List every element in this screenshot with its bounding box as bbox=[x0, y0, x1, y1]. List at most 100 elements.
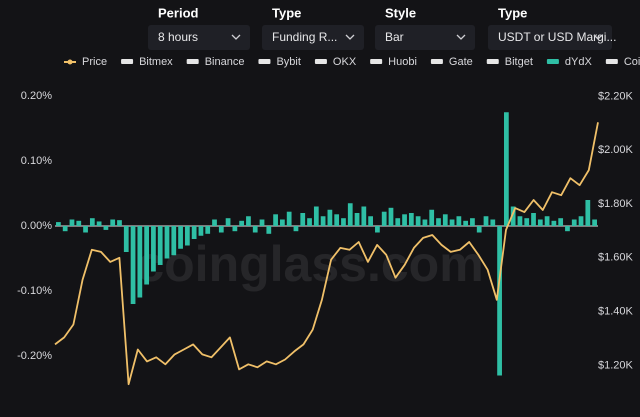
bar bbox=[56, 222, 61, 226]
bar bbox=[510, 206, 516, 226]
filter-dropdown[interactable]: Funding R... bbox=[262, 25, 364, 50]
y-tick-label: 0.00% bbox=[21, 220, 52, 232]
watermark: coinglass.com bbox=[136, 236, 483, 292]
chevron bbox=[456, 34, 466, 40]
dropdown-box bbox=[375, 25, 475, 50]
bar bbox=[164, 226, 170, 259]
chevron bbox=[593, 34, 603, 40]
legend-item[interactable]: OKX bbox=[314, 56, 357, 68]
y2-tick-label: $1.80K bbox=[598, 198, 634, 210]
bar bbox=[62, 226, 68, 232]
bar bbox=[184, 226, 190, 246]
chevron bbox=[345, 34, 355, 40]
bar bbox=[456, 216, 462, 226]
legend-item[interactable]: Bitmex bbox=[121, 56, 173, 68]
dropdown-value: Bar bbox=[385, 30, 404, 44]
bar bbox=[151, 226, 156, 272]
legend-swatch bbox=[314, 59, 327, 64]
bar bbox=[286, 211, 292, 226]
filter-label: Period bbox=[158, 5, 199, 20]
bar bbox=[592, 219, 597, 226]
bar bbox=[470, 218, 475, 226]
legend-label: Price bbox=[82, 56, 107, 68]
bar bbox=[503, 112, 509, 226]
bar bbox=[239, 220, 245, 226]
bar bbox=[110, 219, 116, 226]
price-line bbox=[54, 122, 599, 386]
bar bbox=[449, 219, 455, 226]
legend-item[interactable]: CoinEx bbox=[605, 56, 640, 68]
bar bbox=[273, 214, 278, 226]
bar bbox=[246, 216, 251, 226]
legend-item[interactable]: Huobi bbox=[370, 56, 417, 68]
bar bbox=[537, 219, 543, 226]
filter-bar: Period 8 hours Type Funding R... Style Bar Typ… bbox=[148, 5, 616, 50]
bar bbox=[307, 218, 312, 226]
bar bbox=[524, 218, 530, 226]
bar bbox=[96, 221, 102, 226]
bar bbox=[266, 226, 272, 234]
bar bbox=[517, 216, 523, 226]
bar bbox=[402, 214, 407, 226]
bar bbox=[429, 209, 435, 226]
legend: Price Bitmex Binance Bybit OKX Huobi Gate Bitge… bbox=[64, 56, 640, 68]
bar bbox=[544, 216, 550, 226]
legend-swatch bbox=[605, 59, 618, 64]
legend-label: Binance bbox=[205, 56, 245, 68]
y-tick-label: -0.20% bbox=[17, 350, 52, 362]
filter-dropdown[interactable]: USDT or USD Margi... bbox=[488, 25, 616, 50]
bar bbox=[212, 219, 217, 226]
bar bbox=[341, 218, 346, 226]
bar bbox=[334, 214, 340, 226]
legend-item[interactable]: Bitget bbox=[486, 56, 533, 68]
bar bbox=[218, 226, 224, 233]
bar bbox=[442, 214, 448, 226]
filter-dropdown[interactable]: Bar bbox=[375, 25, 475, 50]
legend-dot bbox=[67, 59, 73, 65]
legend-swatch bbox=[370, 59, 383, 64]
bar bbox=[395, 218, 401, 226]
filter-dropdown[interactable]: 8 hours bbox=[148, 25, 250, 50]
bar bbox=[205, 226, 211, 234]
chevron bbox=[231, 34, 241, 40]
legend-item[interactable]: Gate bbox=[430, 56, 473, 68]
bar bbox=[191, 226, 197, 239]
legend-swatch bbox=[121, 59, 134, 64]
bar bbox=[259, 219, 265, 226]
bar bbox=[388, 207, 394, 226]
legend-label: Bybit bbox=[276, 56, 300, 68]
bar bbox=[422, 219, 428, 226]
bar bbox=[225, 218, 231, 226]
bar bbox=[89, 218, 95, 226]
legend-label: Huobi bbox=[388, 56, 417, 68]
bar bbox=[178, 226, 183, 249]
bar bbox=[571, 219, 577, 226]
y-tick-label: 0.20% bbox=[21, 90, 52, 102]
bar bbox=[565, 226, 570, 232]
bar bbox=[354, 213, 360, 226]
bar bbox=[171, 226, 177, 256]
legend-item[interactable]: Price bbox=[64, 56, 107, 68]
legend-item[interactable]: dYdX bbox=[546, 56, 593, 68]
bar bbox=[300, 213, 306, 226]
bar bbox=[76, 220, 82, 226]
legend-item[interactable]: Binance bbox=[186, 56, 245, 68]
dropdown-box bbox=[488, 25, 612, 50]
bar bbox=[368, 216, 373, 226]
y2-tick-label: $1.60K bbox=[598, 252, 634, 264]
bar bbox=[327, 209, 333, 226]
legend-label: Gate bbox=[449, 56, 473, 68]
bar bbox=[232, 226, 238, 232]
legend-item[interactable]: Bybit bbox=[258, 56, 301, 68]
bar bbox=[490, 219, 496, 226]
legend-swatch bbox=[258, 59, 271, 64]
bar bbox=[381, 211, 387, 226]
bar bbox=[252, 226, 258, 233]
legend-label: dYdX bbox=[565, 56, 593, 68]
bar bbox=[280, 219, 285, 226]
dropdown-value: Funding R... bbox=[272, 30, 337, 44]
bar bbox=[585, 200, 591, 226]
bar bbox=[483, 216, 489, 226]
